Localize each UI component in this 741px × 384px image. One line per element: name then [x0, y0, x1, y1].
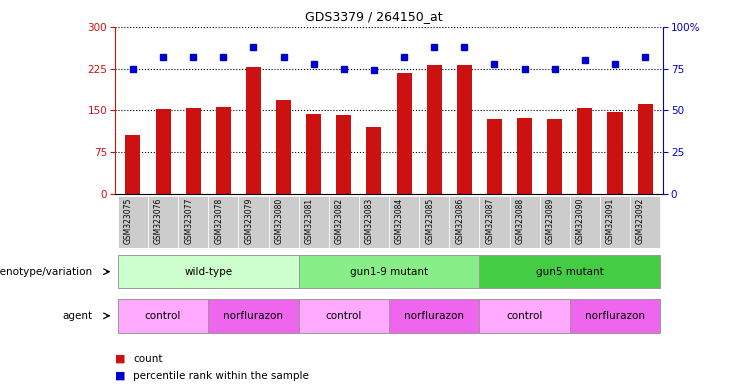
Text: gun5 mutant: gun5 mutant — [536, 266, 604, 277]
Bar — [637, 104, 653, 194]
Text: GSM323086: GSM323086 — [456, 197, 465, 243]
Bar — [299, 255, 479, 288]
Bar — [367, 127, 382, 194]
Text: GSM323082: GSM323082 — [335, 197, 344, 243]
Bar — [246, 67, 261, 194]
Text: GSM323091: GSM323091 — [606, 197, 615, 243]
Text: gun1-9 mutant: gun1-9 mutant — [350, 266, 428, 277]
Bar — [329, 196, 359, 248]
Bar — [118, 299, 208, 333]
Bar — [208, 299, 299, 333]
Bar — [156, 109, 170, 194]
Text: norflurazon: norflurazon — [224, 311, 284, 321]
Bar — [510, 196, 539, 248]
Bar — [359, 196, 389, 248]
Bar — [389, 196, 419, 248]
Text: GSM323088: GSM323088 — [516, 197, 525, 243]
Bar — [299, 299, 389, 333]
Text: control: control — [325, 311, 362, 321]
Text: GSM323089: GSM323089 — [545, 197, 555, 243]
Bar — [570, 196, 600, 248]
Text: control: control — [145, 311, 182, 321]
Bar — [396, 73, 411, 194]
Bar — [608, 111, 622, 194]
Text: norflurazon: norflurazon — [405, 311, 464, 321]
Bar — [389, 299, 479, 333]
Bar — [118, 255, 299, 288]
Text: agent: agent — [62, 311, 93, 321]
Bar — [427, 65, 442, 194]
Text: GSM323092: GSM323092 — [636, 197, 645, 243]
Bar — [479, 196, 510, 248]
Bar — [479, 255, 660, 288]
Bar — [539, 196, 570, 248]
Bar — [148, 196, 178, 248]
Bar — [487, 119, 502, 194]
Text: ■: ■ — [115, 354, 125, 364]
Bar — [216, 106, 231, 194]
Text: percentile rank within the sample: percentile rank within the sample — [133, 371, 309, 381]
Bar — [208, 196, 239, 248]
Text: GSM323083: GSM323083 — [365, 197, 374, 243]
Bar — [178, 196, 208, 248]
Bar — [547, 119, 562, 194]
Text: GSM323087: GSM323087 — [485, 197, 494, 243]
Bar — [570, 299, 660, 333]
Bar — [577, 108, 592, 194]
Text: GDS3379 / 264150_at: GDS3379 / 264150_at — [305, 10, 443, 23]
Bar — [186, 108, 201, 194]
Text: count: count — [133, 354, 163, 364]
Bar — [449, 196, 479, 248]
Text: GSM323084: GSM323084 — [395, 197, 404, 243]
Bar — [630, 196, 660, 248]
Text: wild-type: wild-type — [185, 266, 233, 277]
Bar — [118, 196, 148, 248]
Bar — [268, 196, 299, 248]
Text: GSM323077: GSM323077 — [185, 197, 193, 244]
Text: GSM323081: GSM323081 — [305, 197, 313, 243]
Text: GSM323079: GSM323079 — [245, 197, 253, 244]
Text: GSM323076: GSM323076 — [154, 197, 163, 244]
Text: ■: ■ — [115, 371, 125, 381]
Text: genotype/variation: genotype/variation — [0, 266, 93, 277]
Bar — [125, 136, 141, 194]
Text: GSM323085: GSM323085 — [425, 197, 434, 243]
Bar — [299, 196, 329, 248]
Text: GSM323078: GSM323078 — [214, 197, 223, 243]
Text: control: control — [506, 311, 543, 321]
Text: norflurazon: norflurazon — [585, 311, 645, 321]
Bar — [456, 65, 472, 194]
Bar — [517, 118, 532, 194]
Text: GSM323090: GSM323090 — [576, 197, 585, 244]
Bar — [419, 196, 449, 248]
Bar — [479, 299, 570, 333]
Bar — [336, 115, 351, 194]
Bar — [276, 100, 291, 194]
Bar — [239, 196, 268, 248]
Text: GSM323075: GSM323075 — [124, 197, 133, 244]
Text: GSM323080: GSM323080 — [275, 197, 284, 243]
Bar — [306, 114, 322, 194]
Bar — [600, 196, 630, 248]
